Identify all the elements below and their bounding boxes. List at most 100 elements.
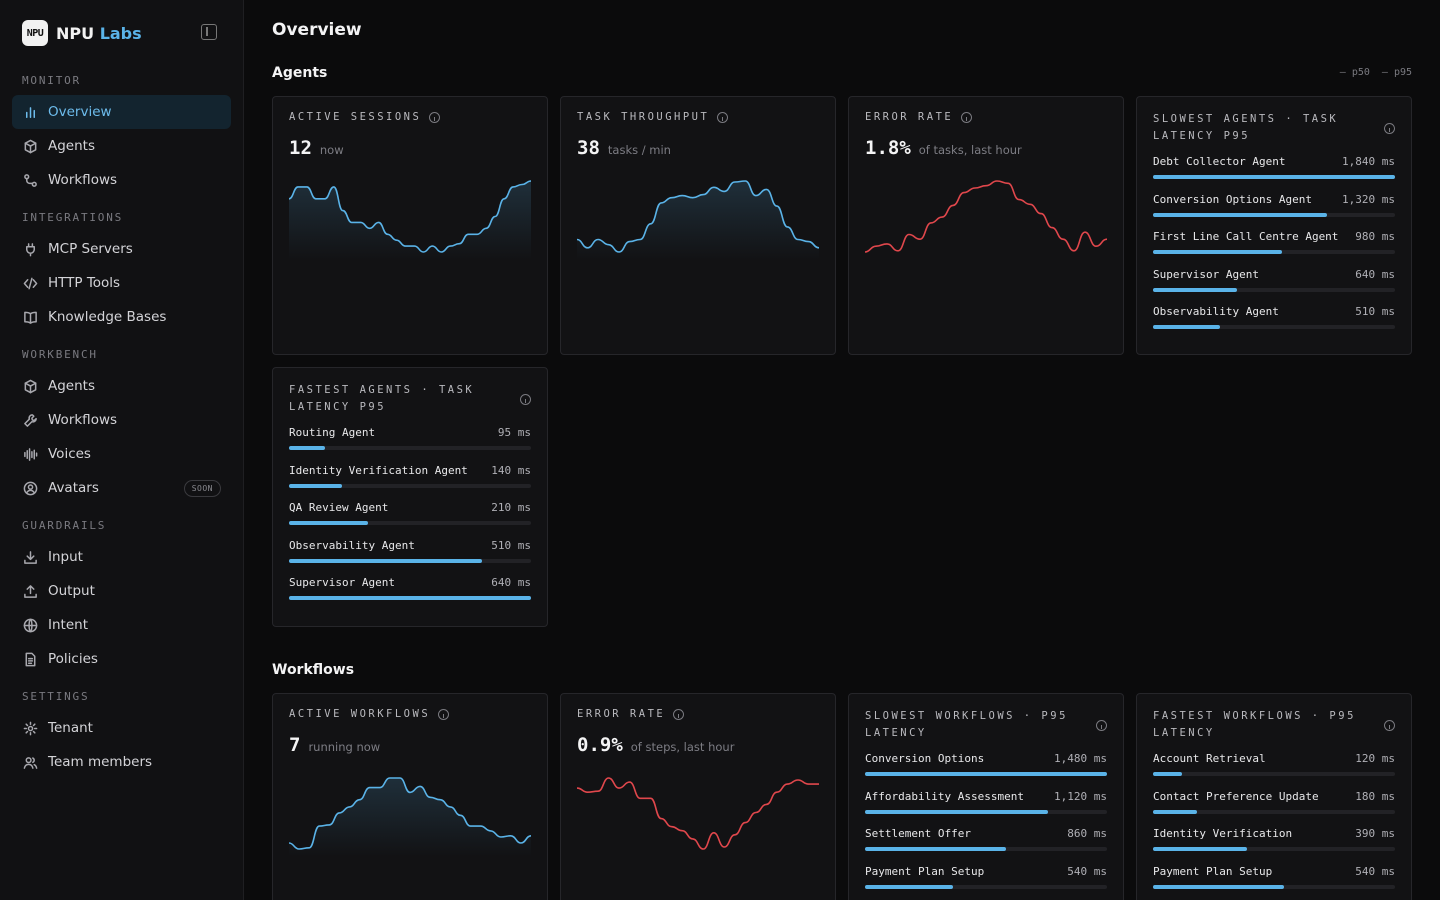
nav-section-monitor: MONITOR: [22, 74, 81, 87]
info-icon[interactable]: [1096, 720, 1107, 731]
active-workflows-card: ACTIVE WORKFLOWS 7 running now: [272, 693, 548, 900]
active-sessions-label: ACTIVE SESSIONS: [289, 111, 531, 123]
slowest-workflows-label: SLOWEST WORKFLOWS · P95 LATENCY: [865, 710, 1068, 739]
active-sessions-value: 12: [289, 137, 312, 159]
sidebar-item-settings-team-members[interactable]: Team members: [12, 745, 231, 779]
slowest-agents-card: SLOWEST AGENTS · TASK LATENCY P95 Debt C…: [1136, 96, 1412, 355]
active-workflows-label-text: ACTIVE WORKFLOWS: [289, 708, 431, 720]
wrench-icon: [22, 412, 38, 428]
sidebar-item-workbench-agents[interactable]: Agents: [12, 369, 231, 403]
info-icon[interactable]: [1384, 720, 1395, 731]
brand-name-accent: Labs: [99, 23, 142, 43]
rank-row[interactable]: Payment Plan Setup 540 ms: [865, 865, 1107, 900]
rank-row[interactable]: QA Review Agent 210 ms: [289, 501, 531, 539]
latency-bar-fill: [1153, 772, 1183, 776]
latency-bar-track: [289, 483, 531, 488]
rank-name: Account Retrieval: [1153, 752, 1266, 765]
rank-row[interactable]: Supervisor Agent 640 ms: [289, 576, 531, 614]
sidebar-item-workbench-avatars[interactable]: Avatars SOON: [12, 471, 231, 505]
sidebar-item-monitor-overview[interactable]: Overview: [12, 95, 231, 129]
sidebar-item-integrations-mcp-servers[interactable]: MCP Servers: [12, 232, 231, 266]
latency-bar-track: [289, 446, 531, 450]
fastest-agents-list: Routing Agent 95 ms Identity Verificatio…: [289, 426, 531, 614]
rank-value: 120 ms: [1355, 752, 1395, 765]
sidebar-item-guardrails-input[interactable]: Input: [12, 540, 231, 574]
sidebar-item-integrations-http-tools[interactable]: HTTP Tools: [12, 266, 231, 300]
info-icon[interactable]: [961, 111, 973, 123]
task-throughput-label-text: TASK THROUGHPUT: [577, 111, 710, 123]
info-icon[interactable]: [520, 394, 531, 405]
sidebar-item-monitor-agents[interactable]: Agents: [12, 129, 231, 163]
latency-bar-fill: [289, 558, 482, 563]
workflow-error-rate-label-text: ERROR RATE: [577, 708, 666, 720]
sidebar-item-label: Overview: [48, 104, 112, 120]
rank-row[interactable]: First Line Call Centre Agent 980 ms: [1153, 230, 1395, 268]
rank-row[interactable]: Contact Preference Update 180 ms: [1153, 790, 1395, 828]
rank-line: Affordability Assessment 1,120 ms: [865, 790, 1107, 803]
sidebar-item-settings-tenant[interactable]: Tenant: [12, 711, 231, 745]
sidebar-item-guardrails-output[interactable]: Output: [12, 574, 231, 608]
rank-row[interactable]: Conversion Options 1,480 ms: [865, 752, 1107, 790]
rank-name: Identity Verification Agent: [289, 463, 468, 477]
sidebar-item-workbench-workflows[interactable]: Workflows: [12, 403, 231, 437]
page-title: Overview: [272, 20, 362, 40]
rank-row[interactable]: Account Retrieval 120 ms: [1153, 752, 1395, 790]
fastest-workflows-list: Account Retrieval 120 ms Contact Prefere…: [1153, 752, 1395, 900]
fastest-workflows-card: FASTEST WORKFLOWS · P95 LATENCY Account …: [1136, 693, 1412, 900]
globe-icon: [22, 617, 38, 633]
rank-row[interactable]: Affordability Assessment 1,120 ms: [865, 790, 1107, 828]
sidebar-item-integrations-knowledge-bases[interactable]: Knowledge Bases: [12, 300, 231, 334]
workflow-error-rate-label: ERROR RATE: [577, 708, 819, 720]
rank-row[interactable]: Debt Collector Agent 1,840 ms: [1153, 155, 1395, 193]
sidebar-item-guardrails-policies[interactable]: Policies: [12, 642, 231, 676]
rank-value: 860 ms: [1067, 827, 1107, 840]
task-throughput-sparkline: [577, 180, 819, 260]
sidebar-item-label: Agents: [48, 138, 95, 154]
sidebar-item-workbench-voices[interactable]: Voices: [12, 437, 231, 471]
rank-row[interactable]: Payment Plan Setup 540 ms: [1153, 865, 1395, 900]
rank-value: 210 ms: [491, 501, 531, 514]
rank-line: Conversion Options 1,480 ms: [865, 752, 1107, 765]
latency-bar-fill: [865, 809, 1049, 814]
collapse-sidebar-icon[interactable]: [201, 24, 217, 40]
agent-error-rate-metric: 1.8% of tasks, last hour: [865, 137, 1107, 159]
sparkline-line: [577, 777, 819, 850]
rank-row[interactable]: Identity Verification 390 ms: [1153, 827, 1395, 865]
latency-bar-fill: [1153, 212, 1327, 217]
rank-row[interactable]: Supervisor Agent 640 ms: [1153, 268, 1395, 306]
info-icon[interactable]: [673, 708, 685, 720]
rank-row[interactable]: Identity Verification Agent 140 ms: [289, 464, 531, 502]
latency-bar-track: [1153, 884, 1395, 889]
info-icon[interactable]: [429, 111, 441, 123]
latency-bar-fill: [865, 884, 954, 889]
active-sessions-unit: now: [319, 143, 344, 157]
sidebar: NPU NPU Labs MONITOR Overview Agents Wor…: [0, 0, 244, 900]
agent-error-rate-card: ERROR RATE 1.8% of tasks, last hour: [848, 96, 1124, 355]
rank-row[interactable]: Conversion Options Agent 1,320 ms: [1153, 193, 1395, 231]
slowest-workflows-list: Conversion Options 1,480 ms Affordabilit…: [865, 752, 1107, 900]
info-icon[interactable]: [1384, 123, 1395, 134]
latency-bar-fill: [1153, 847, 1248, 851]
rank-row[interactable]: Routing Agent 95 ms: [289, 426, 531, 464]
sidebar-item-label: Intent: [48, 617, 88, 633]
slowest-agents-header: SLOWEST AGENTS · TASK LATENCY P95: [1153, 111, 1395, 145]
info-icon[interactable]: [438, 708, 450, 720]
rank-line: Routing Agent 95 ms: [289, 426, 531, 439]
fastest-agents-header: FASTEST AGENTS · TASK LATENCY P95: [289, 382, 531, 416]
rank-value: 180 ms: [1355, 789, 1395, 803]
active-sessions-sparkline: [289, 180, 531, 260]
rank-row[interactable]: Observability Agent 510 ms: [289, 539, 531, 577]
slowest-workflows-card: SLOWEST WORKFLOWS · P95 LATENCY Conversi…: [848, 693, 1124, 900]
sidebar-item-guardrails-intent[interactable]: Intent: [12, 608, 231, 642]
info-icon[interactable]: [717, 111, 729, 123]
nav-section-settings: SETTINGS: [22, 690, 90, 703]
sparkline-line: [289, 777, 531, 850]
brand[interactable]: NPU NPU Labs: [12, 18, 231, 48]
fastest-workflows-header: FASTEST WORKFLOWS · P95 LATENCY: [1153, 708, 1395, 742]
rank-row[interactable]: Settlement Offer 860 ms: [865, 827, 1107, 865]
rank-line: Supervisor Agent 640 ms: [289, 576, 531, 589]
sidebar-item-monitor-workflows[interactable]: Workflows: [12, 163, 231, 197]
code-icon: [22, 275, 38, 291]
rank-row[interactable]: Observability Agent 510 ms: [1153, 305, 1395, 343]
agent-error-rate-sparkline: [865, 180, 1107, 253]
